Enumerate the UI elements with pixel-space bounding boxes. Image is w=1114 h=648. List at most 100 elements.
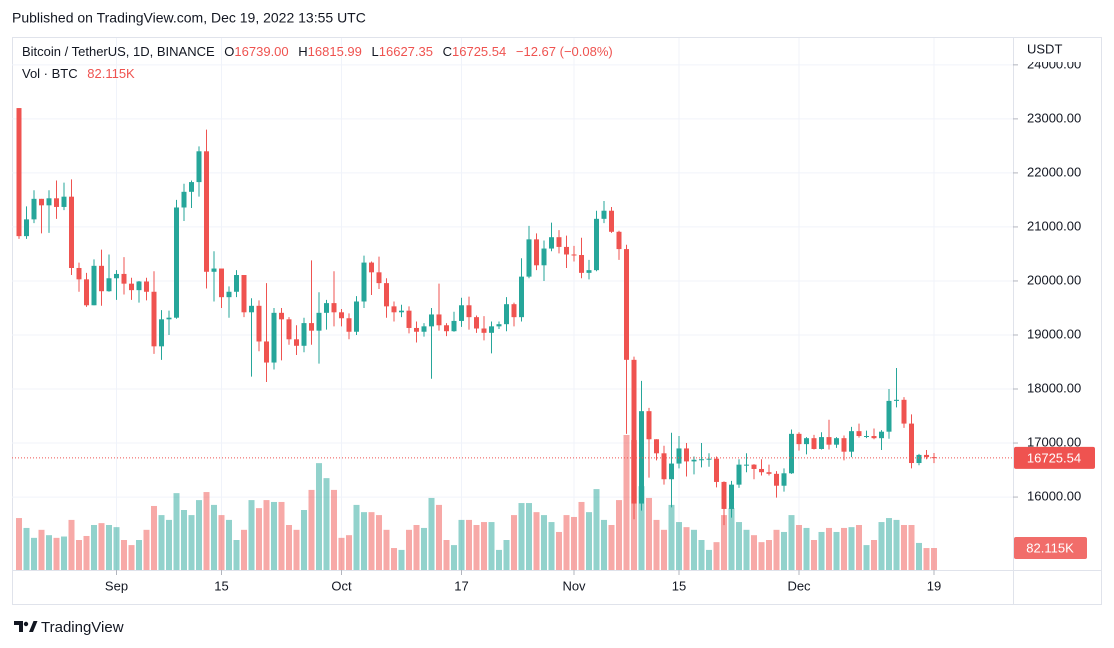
candle-body [256,305,262,342]
volume-bar [496,549,502,570]
volume-bar [443,540,450,570]
volume-bar [338,537,345,570]
currency-bg [1016,40,1100,62]
candle-body [121,273,127,284]
candle-body [519,276,524,318]
volume-name: Vol · BTC [22,66,78,81]
volume-bar [541,515,547,570]
candle-body [594,218,599,271]
volume-bar [481,522,487,570]
candle-body [744,464,749,466]
volume-bar [136,540,142,570]
volume-bar [901,525,907,570]
published-note: Published on TradingView.com, Dec 19, 20… [12,10,366,26]
volume-bar [698,540,705,570]
candle-body [414,327,419,332]
candle-body [151,291,157,347]
volume-bar [196,500,202,570]
brand-logo [14,621,38,632]
volume-bar [316,463,322,570]
volume-bar [301,510,307,570]
volume-bar [893,519,900,570]
y-tick-label: 18000.00 [1027,380,1081,395]
volume-bar [391,548,397,570]
volume-bar [578,501,585,570]
candle-body [376,272,382,284]
volume-bar [691,529,697,570]
volume-bar [413,525,420,570]
candle-body [346,318,352,332]
volume-bar [563,515,570,570]
candle-body [436,314,442,326]
volume-bar [91,525,97,570]
volume-bar [923,548,930,570]
volume-bar [68,519,75,570]
candle-body [481,328,487,333]
candle-body [249,305,254,313]
legend-value: 16627.35 [379,44,433,59]
volume-bar [473,525,480,570]
candle-body [646,411,652,440]
candle-body [31,198,37,220]
volume-bar [361,512,367,570]
volume-bar [188,515,195,570]
volume-bar [53,537,60,570]
candle-body [751,464,757,469]
candle-body [114,273,119,279]
candle-body [669,463,674,480]
candle-body [684,448,689,462]
candle-body [106,278,112,292]
volume-bar [466,519,472,570]
volume-bar [233,540,240,570]
candle-body [166,317,172,320]
candle-body [774,473,779,486]
candle-body [399,310,404,313]
legend-change: −12.67 (−0.08%) [516,44,613,59]
candle-body [316,312,322,331]
candle-body [789,433,794,474]
candle-body [211,268,217,272]
candle-body [354,301,359,332]
volume-bar [511,515,517,570]
candle-body [61,196,67,207]
volume-bar [833,531,840,570]
volume-bar [533,512,540,570]
volume-bar [158,515,165,570]
symbol: Bitcoin / TetherUS, 1D, BINANCE [22,44,215,59]
candle-body [736,464,742,485]
last-volume-label: 82.115K [1026,540,1074,555]
candle-body [856,431,862,437]
candle-body [639,411,644,504]
volume-value: 82.115K [87,66,135,81]
volume-bar [346,535,352,570]
volume-bar [211,504,217,570]
volume-bar [773,529,780,570]
x-tick-label: Dec [787,578,811,593]
candle-body [99,265,104,292]
candle-body [159,319,164,347]
candles [16,108,937,526]
volume-bar [526,503,532,570]
last-volume-box [1014,537,1087,560]
volume-bar [181,510,187,570]
volume-bar [451,545,457,570]
candle-body [466,305,472,318]
volume-bar [661,529,667,570]
volume-bar [383,529,390,570]
candle-body [301,323,307,346]
candle-body [616,231,622,250]
volume-bar [916,542,922,570]
volume-bar [826,527,832,570]
candle-body [849,431,854,452]
volume-bar [811,540,817,570]
volume-bar [458,519,465,570]
candle-body [721,481,727,509]
candle-body [504,304,509,325]
y-tick-label: 16000.00 [1027,489,1081,504]
candle-body [654,439,659,454]
candle-body [264,341,269,363]
volume-bar [871,540,877,570]
volume-bar [683,527,690,570]
candle-body [24,219,29,237]
candle-body [511,304,517,318]
